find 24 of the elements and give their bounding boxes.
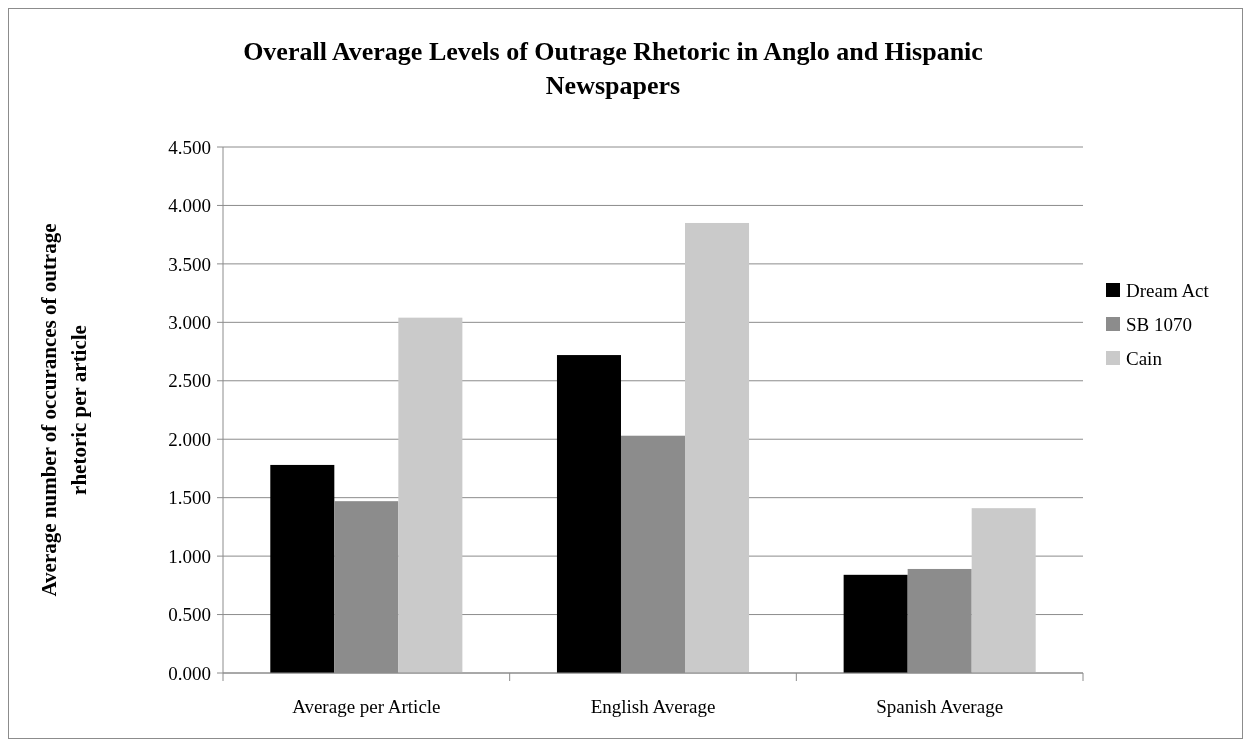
y-tick-label: 2.000: [168, 428, 211, 450]
y-axis-title: Average number of occurances of outrage rhetoric per article: [37, 223, 91, 597]
legend-label: Dream Act: [1126, 279, 1210, 301]
x-tick-label: Average per Article: [292, 696, 441, 717]
y-tick-label: 1.500: [168, 487, 211, 509]
y-tick-label: 0.500: [168, 604, 211, 626]
y-tick-label: 0.000: [168, 662, 211, 684]
legend-label: SB 1070: [1126, 313, 1192, 335]
x-tick-label: English Average: [590, 696, 716, 717]
bar: [843, 574, 908, 673]
y-tick-label: 4.000: [168, 195, 211, 217]
y-tick-label: 3.500: [168, 253, 211, 275]
bar: [270, 464, 335, 673]
y-tick-label: 2.500: [168, 370, 211, 392]
legend-label: Cain: [1126, 347, 1163, 369]
y-tick-label: 4.500: [168, 136, 211, 158]
bar: [685, 222, 750, 673]
bar: [398, 317, 463, 673]
bar: [971, 508, 1036, 673]
y-tick-label: 1.000: [168, 545, 211, 567]
chart-title: Overall Average Levels of Outrage Rhetoric in Anglo and Hispanic Newspapers: [243, 37, 983, 100]
x-tick-label: Spanish Average: [876, 696, 1004, 717]
y-tick-label: 3.000: [168, 311, 211, 333]
bar: [556, 355, 621, 673]
